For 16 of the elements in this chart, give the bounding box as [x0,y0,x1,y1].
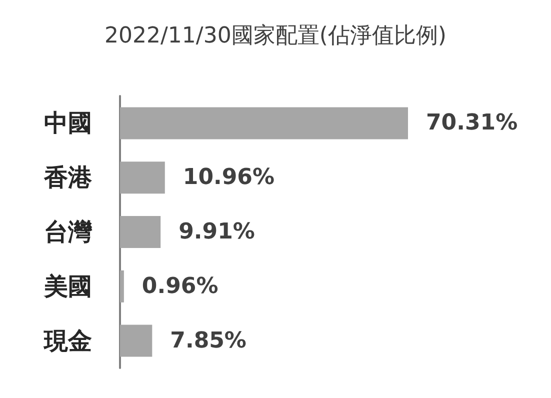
bar [120,107,408,140]
bar [120,324,152,357]
data-label: 70.31% [426,110,518,136]
chart-title: 2022/11/30國家配置(佔淨值比例) [104,24,446,48]
data-label: 10.96% [182,165,275,190]
data-label: 7.85% [170,328,246,354]
bar [120,162,165,194]
y-tick-label: 香港 [43,164,93,192]
y-tick-label: 現金 [43,326,92,355]
y-tick-label: 美國 [43,272,92,300]
bar [120,216,161,248]
data-label: 0.96% [142,274,218,299]
y-tick-label: 台灣 [44,218,93,246]
y-tick-label: 中國 [44,109,92,138]
data-label: 9.91% [178,220,255,244]
bar [120,270,124,302]
